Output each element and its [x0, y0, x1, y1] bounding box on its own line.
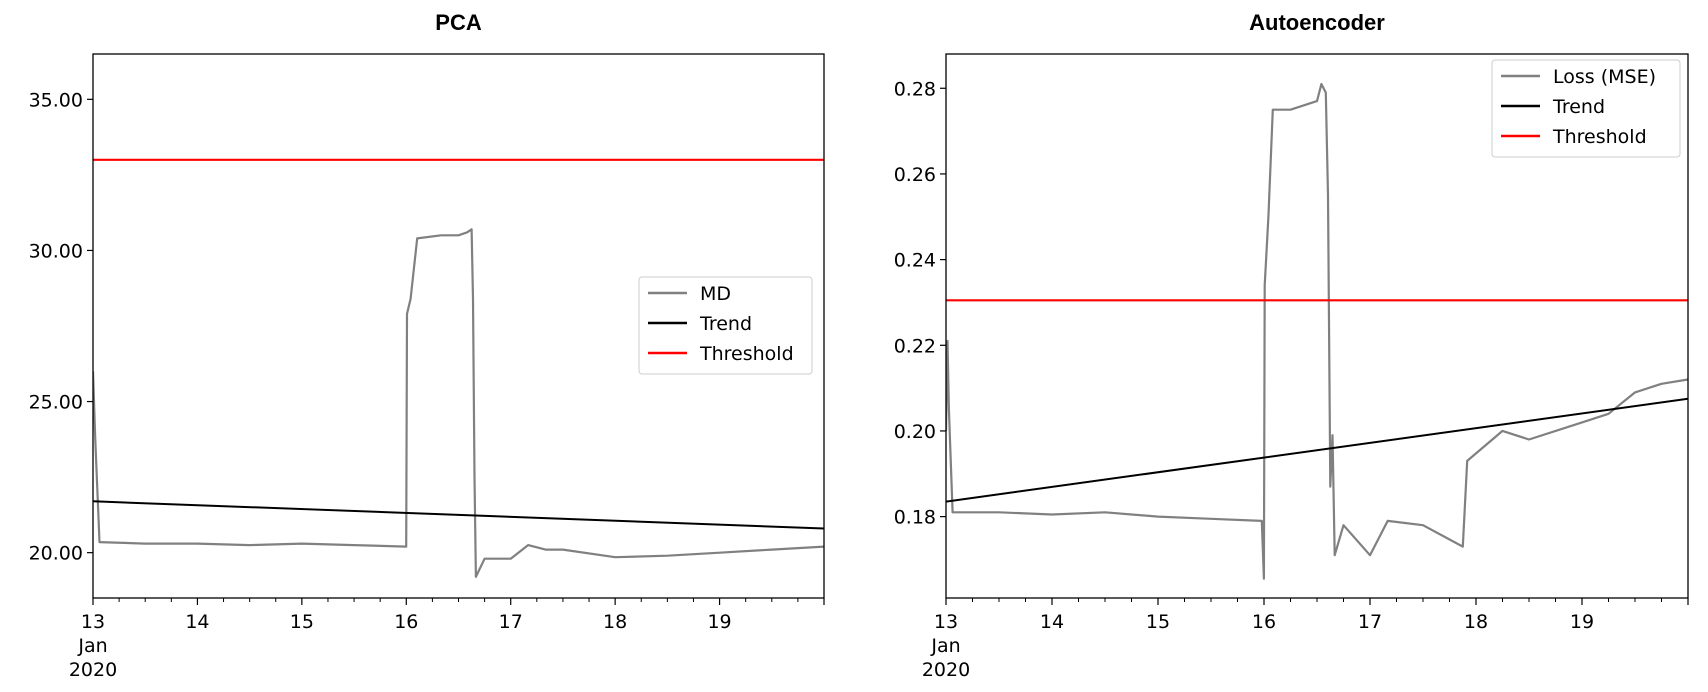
legend-label: Threshold: [699, 343, 794, 365]
x-month-label: Jan: [930, 635, 960, 657]
legend-label: Trend: [1552, 96, 1605, 118]
legend-label: Loss (MSE): [1553, 66, 1656, 88]
series-line-trend: [93, 500, 824, 530]
series-line-trend: [946, 397, 1688, 503]
chart-title: Autoencoder: [1249, 10, 1385, 35]
legend-label: Trend: [699, 313, 752, 335]
y-tick-label: 0.20: [894, 421, 936, 443]
legend-frame: [638, 276, 813, 375]
series-line-loss-mse: [946, 82, 1688, 580]
y-tick-label: 0.26: [894, 164, 936, 186]
x-tick-label: 14: [185, 611, 209, 633]
x-tick-label: 13: [934, 611, 958, 633]
x-tick-label: 18: [603, 611, 627, 633]
y-tick-label: 0.18: [894, 507, 936, 529]
y-tick-label: 30.00: [29, 240, 83, 262]
y-tick-label: 0.24: [894, 250, 936, 272]
x-month-label: Jan: [77, 635, 107, 657]
x-tick-label: 16: [394, 611, 418, 633]
y-tick-label: 0.22: [894, 335, 936, 357]
plot-area: [946, 82, 1688, 580]
y-tick-label: 0.28: [894, 78, 936, 100]
plot-area: [93, 158, 824, 578]
chart-title: PCA: [435, 10, 482, 35]
x-tick-label: 17: [499, 611, 523, 633]
x-year-label: 2020: [922, 659, 970, 681]
legend-frame: [1491, 59, 1681, 158]
x-year-label: 2020: [69, 659, 117, 681]
x-tick-label: 16: [1252, 611, 1276, 633]
x-tick-label: 14: [1040, 611, 1064, 633]
y-tick-label: 25.00: [29, 392, 83, 414]
x-tick-label: 19: [707, 611, 731, 633]
y-tick-label: 20.00: [29, 543, 83, 565]
x-tick-label: 13: [81, 611, 105, 633]
x-tick-label: 15: [290, 611, 314, 633]
y-tick-label: 35.00: [29, 89, 83, 111]
x-tick-label: 18: [1464, 611, 1488, 633]
series-line-md: [93, 228, 824, 578]
x-tick-label: 19: [1570, 611, 1594, 633]
chart-1: PCA 20.00 25.00 30.00 35.00 13 14 15 16 17 18 19 Jan…: [29, 10, 825, 681]
x-tick-label: 15: [1146, 611, 1170, 633]
legend: MD Trend Threshold: [638, 276, 813, 375]
legend: Loss (MSE) Trend Threshold: [1491, 59, 1681, 158]
legend-label: MD: [700, 283, 731, 305]
x-tick-label: 17: [1358, 611, 1382, 633]
chart-2: Autoencoder 0.18 0.20 0.22 0.24 0.26 0.28 13 14 1…: [894, 10, 1689, 681]
legend-label: Threshold: [1552, 126, 1647, 148]
